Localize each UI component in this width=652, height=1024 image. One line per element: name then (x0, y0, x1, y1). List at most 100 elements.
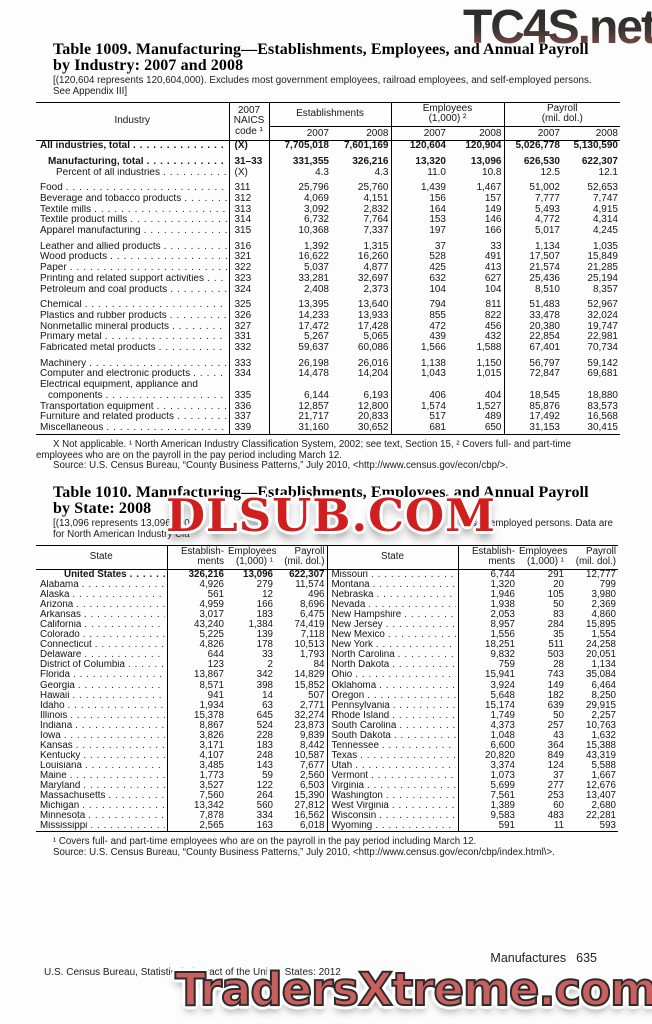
naics-cell: 322 (229, 262, 270, 274)
col-header-state: State (327, 545, 459, 570)
value-cell: 4,877 (331, 262, 392, 274)
row-label: Maine (40, 770, 67, 781)
value-cell: 178 (256, 639, 273, 651)
value-cell: 264 (256, 790, 273, 802)
value-cell: 51,002 (529, 182, 560, 194)
value-cell: 30,415 (587, 421, 618, 433)
label-wrap: United States (38, 570, 165, 580)
value-cell: 143 (256, 759, 273, 771)
label-wrap: Transportation equipment (38, 402, 227, 413)
label-cell: Massachusetts (36, 791, 168, 802)
label-cell: Primary metal (36, 332, 230, 344)
table-row: Percent of all industries (X) 4.34.3 11.010… (36, 166, 620, 179)
value-cell: 32,024 (587, 309, 618, 321)
value-cell: 8,867 (199, 719, 224, 731)
label-cell: District of Columbia (36, 660, 168, 671)
value-cell: 5,065 (331, 332, 392, 344)
label-cell: Alaska (36, 590, 168, 601)
label-cell: Computer and electronic products (36, 369, 230, 381)
value-cell: 4,915 (592, 203, 618, 215)
value-cell: 104 (429, 283, 446, 295)
footnote-line: employees who are on the payroll in the … (36, 449, 342, 461)
row-label: Machinery (40, 358, 87, 369)
label-wrap: Kentucky (38, 751, 165, 761)
label-cell: North Dakota (327, 660, 459, 671)
table-row: Furniture and related products 337 21,7172… (36, 412, 620, 423)
value-cell: 1,667 (591, 769, 616, 781)
dot-leader (82, 801, 164, 811)
naics-cell: 311 (229, 178, 270, 194)
naics-cell: 316 (229, 236, 270, 253)
value-cell: 6,018 (275, 821, 328, 832)
label-cell: Mississippi (36, 821, 168, 832)
footnote-line: Source: U.S. Census Bureau, “County Busi… (53, 847, 555, 859)
value-cell: 7,705,018 (284, 140, 330, 152)
dot-leader (157, 402, 227, 413)
label-wrap: Arkansas (38, 610, 165, 620)
table-row: Electrical equipment, appliance and (36, 380, 620, 391)
row-label: Arkansas (40, 610, 81, 621)
label-wrap: Petroleum and coal products (38, 285, 227, 296)
label-cell: Alabama (36, 580, 168, 591)
dot-leader (355, 670, 455, 680)
label-wrap: Furniture and related products (38, 412, 227, 423)
label-wrap: Minnesota (38, 811, 165, 821)
row-label: Wyoming (331, 821, 373, 832)
table-row: Plastics and rubber products 326 14,23313,… (36, 309, 620, 322)
col-header-payroll: Payroll (mil. dol.) (275, 545, 328, 570)
label-wrap: Connecticut (38, 640, 165, 650)
value-cell: 33 (262, 649, 273, 661)
label-wrap: Nevada (330, 600, 456, 610)
value-cell: 456 (448, 321, 505, 333)
label-cell: New York (327, 640, 459, 651)
dot-leader (404, 610, 455, 620)
page-header-label: Manufactures 635 (490, 951, 597, 965)
value-cell: 7,677 (275, 760, 328, 771)
value-cell: 1,138 (420, 357, 446, 369)
label-cell: North Carolina (327, 650, 459, 661)
row-label: Transportation equipment (40, 401, 154, 412)
label-cell: Ohio (327, 670, 459, 681)
value-cell: 27,812 (275, 801, 328, 812)
value-cell: 22,981 (587, 331, 618, 343)
table1010-footnotes: ¹ Covers full- and part-time employees w… (36, 836, 620, 859)
value-cell: 13,407 (586, 790, 616, 802)
value-cell: 406 (429, 389, 446, 401)
label-cell: Nevada (327, 600, 459, 611)
value-cell: 759 (498, 659, 515, 671)
value-cell: 4,314 (592, 214, 618, 226)
value-cell: 257 (547, 719, 564, 731)
value-cell: 561 (207, 589, 224, 601)
table1009-footnotes: X Not applicable. ¹ North American Indus… (36, 439, 620, 473)
value-cell: 19,747 (587, 320, 618, 332)
value-cell: 4.3 (315, 166, 329, 178)
label-wrap: Idaho (38, 701, 165, 711)
value-cell: 15,390 (275, 790, 328, 802)
row-label: Beverage and tobacco products (40, 193, 182, 204)
label-wrap: Oklahoma (330, 681, 456, 691)
value-cell: 626,530 (523, 155, 560, 167)
value-cell: 10,587 (275, 750, 328, 761)
value-cell: 15,174 (485, 699, 515, 711)
value-cell: 13,867 (194, 669, 224, 681)
value-cell: 7,747 (592, 192, 618, 204)
footer-source-line: U.S. Census Bureau, Statistical Abstract… (44, 967, 341, 978)
label-wrap: Alaska (38, 590, 165, 600)
value-cell: 632 (429, 272, 446, 284)
value-cell: 622,307 (275, 569, 328, 581)
row-label: Texas (331, 750, 358, 761)
row-label: New York (331, 640, 373, 651)
value-cell: 50 (553, 599, 564, 611)
value-cell: 156 (429, 192, 446, 204)
value-cell: 291 (547, 568, 564, 580)
label-wrap: Indiana (38, 721, 165, 731)
